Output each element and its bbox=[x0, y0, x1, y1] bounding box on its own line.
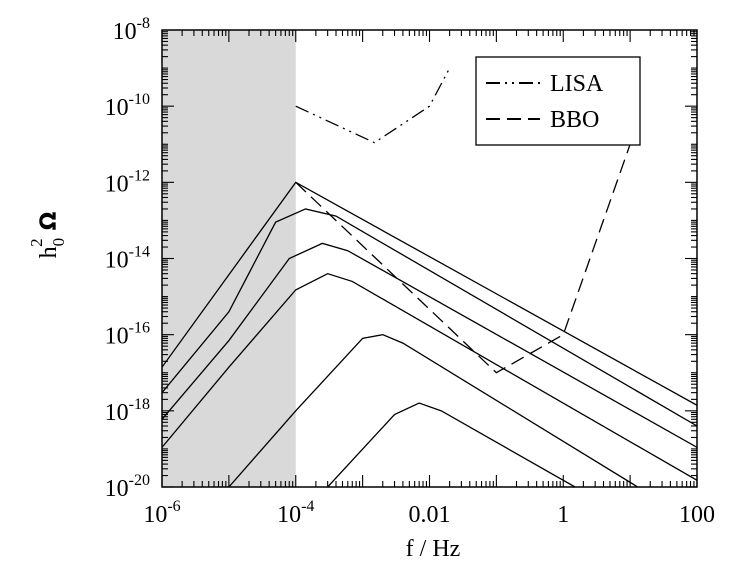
legend-label-lisa: LISA bbox=[550, 71, 604, 97]
model-curve-2 bbox=[162, 181, 697, 406]
plot-frame bbox=[161, 29, 698, 488]
model-curve-6 bbox=[228, 333, 639, 487]
series-curves bbox=[162, 67, 697, 487]
axis-ticks bbox=[161, 30, 698, 488]
x-tick-label: 10-6 bbox=[143, 498, 180, 528]
model-curve-5 bbox=[162, 272, 697, 481]
x-tick-label: 10-4 bbox=[277, 498, 314, 528]
x-tick-label: 0.01 bbox=[409, 502, 451, 528]
y-axis-label-sub: 0 bbox=[49, 238, 68, 247]
legend-box bbox=[475, 56, 641, 146]
y-tick-label: 10-20 bbox=[105, 472, 150, 502]
y-axis-label-h: h bbox=[36, 246, 62, 258]
shaded-region-rect bbox=[162, 30, 296, 487]
x-tick-label: 100 bbox=[679, 502, 715, 528]
bbo-curve bbox=[295, 144, 631, 374]
model-curve-3 bbox=[162, 208, 697, 427]
y-axis-label: h02 Ω bbox=[27, 211, 68, 258]
y-tick-label: 10-16 bbox=[105, 320, 150, 350]
y-tick-label: 10-8 bbox=[113, 15, 150, 45]
y-tick-label: 10-10 bbox=[105, 91, 150, 121]
x-tick-label: 1 bbox=[557, 502, 569, 528]
legend: LISA BBO bbox=[475, 56, 641, 146]
x-axis-label: f / Hz bbox=[406, 536, 461, 562]
y-axis-label-sup: 2 bbox=[27, 238, 46, 247]
y-tick-label: 10-14 bbox=[105, 244, 150, 274]
tick-labels: 10-6 10-4 0.01 1 100 10-8 10-10 10-12 10-14 10-16… bbox=[105, 15, 715, 528]
svg-text:h02Ω: h02 Ω bbox=[27, 211, 68, 258]
y-tick-label: 10-18 bbox=[105, 396, 150, 426]
y-tick-label: 10-12 bbox=[105, 167, 150, 197]
legend-label-bbo: BBO bbox=[550, 107, 599, 133]
shaded-region bbox=[162, 30, 296, 487]
model-curve-4 bbox=[162, 242, 697, 448]
model-curve-7 bbox=[327, 402, 576, 487]
y-axis-label-omega: Ω bbox=[37, 211, 62, 230]
lisa-curve bbox=[295, 67, 451, 144]
